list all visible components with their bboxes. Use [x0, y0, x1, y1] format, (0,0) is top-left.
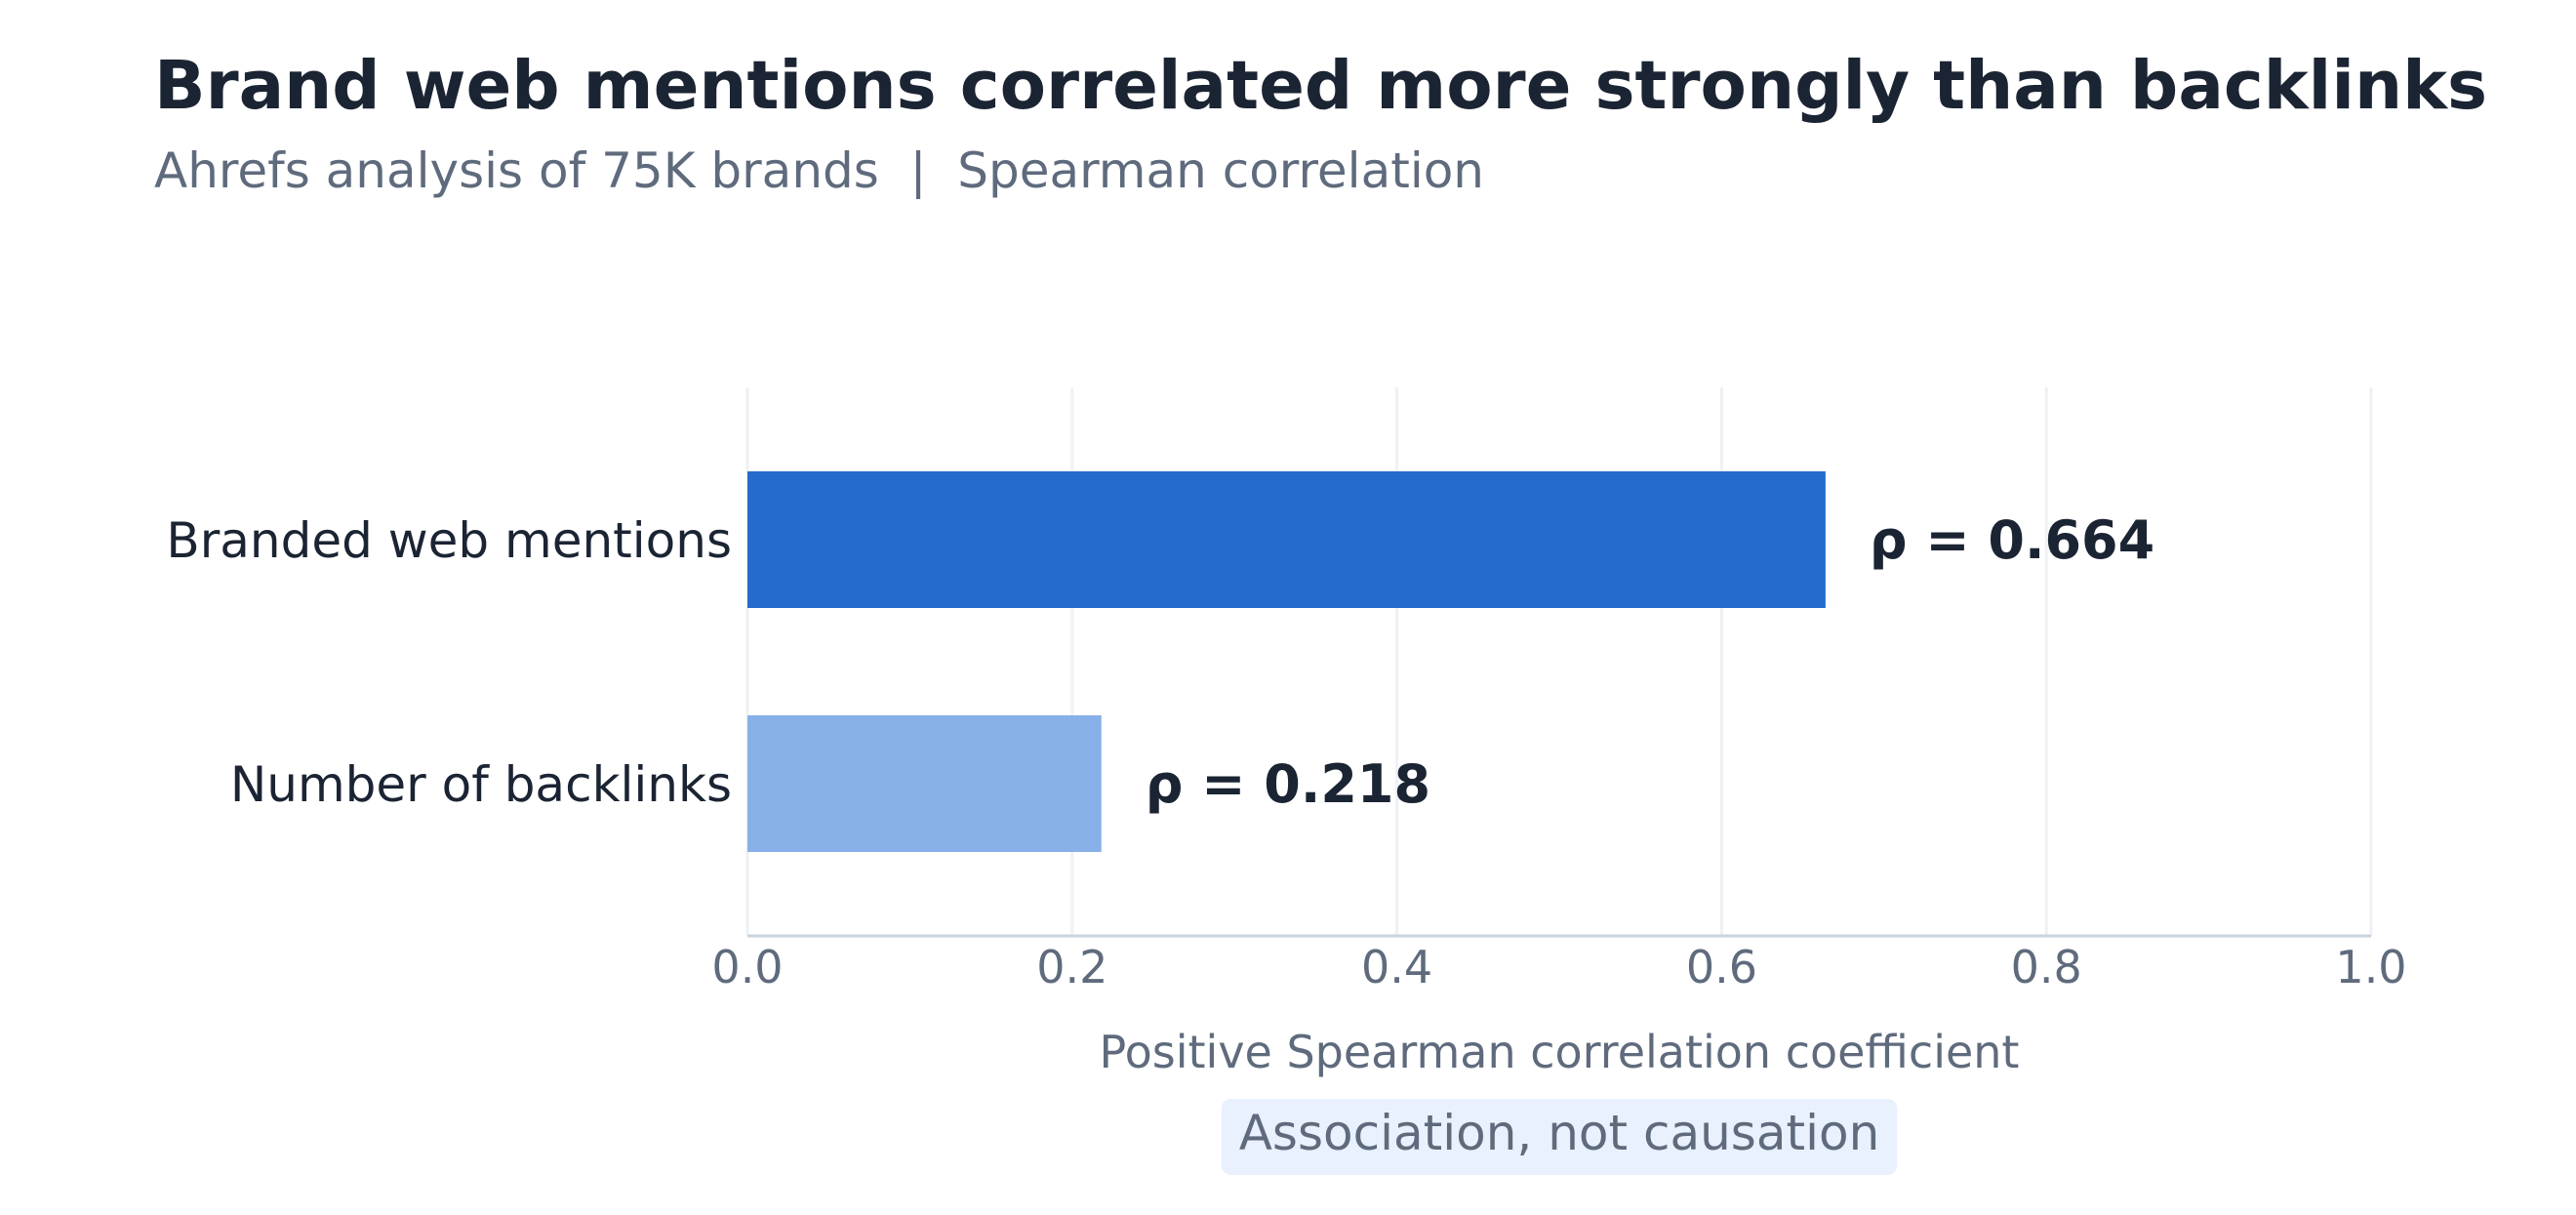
x-tick-label-1: 0.2 [1036, 941, 1107, 993]
bars: Branded web mentions ρ = 0.664 Number of b… [166, 471, 2154, 852]
x-tick-label-2: 0.4 [1361, 941, 1432, 993]
x-tick-label-0: 0.0 [711, 941, 783, 993]
bar-1 [747, 715, 1102, 852]
x-tick-label-3: 0.6 [1686, 941, 1757, 993]
chart-title: Brand web mentions correlated more stron… [154, 47, 2487, 125]
note-background [1221, 1099, 1898, 1175]
bar-0 [747, 471, 1826, 608]
category-label-1: Number of backlinks [230, 756, 732, 813]
x-axis-title: Positive Spearman correlation coefficien… [1100, 1026, 2020, 1078]
note-text: Association, not causation [1239, 1105, 1880, 1161]
note-badge: Association, not causation [1221, 1099, 1898, 1175]
gridlines [745, 387, 2373, 936]
data-label-1: ρ = 0.218 [1146, 753, 1430, 815]
chart-subtitle: Ahrefs analysis of 75K brands | Spearman… [154, 142, 1484, 199]
x-tick-label-5: 1.0 [2335, 941, 2406, 993]
category-label-0: Branded web mentions [166, 512, 732, 569]
data-label-0: ρ = 0.664 [1870, 509, 2154, 571]
x-axis-ticks: 0.0 0.2 0.4 0.6 0.8 1.0 [711, 941, 2406, 993]
x-tick-label-4: 0.8 [2011, 941, 2082, 993]
